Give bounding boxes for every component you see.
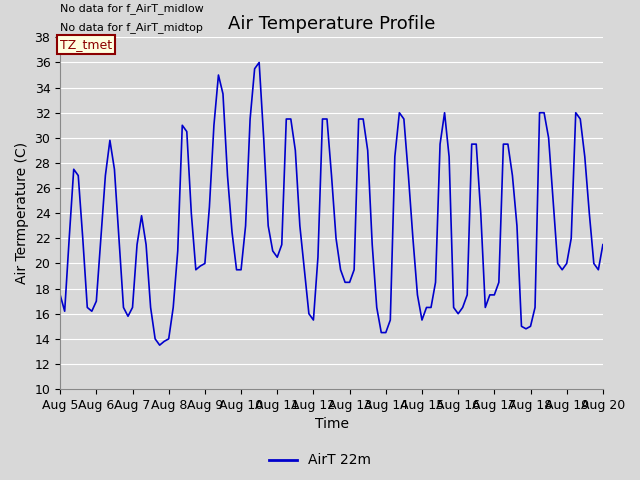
Title: Air Temperature Profile: Air Temperature Profile — [228, 15, 435, 33]
X-axis label: Time: Time — [314, 418, 349, 432]
Text: No data for f_AirT_midlow: No data for f_AirT_midlow — [60, 3, 204, 14]
Y-axis label: Air Termperature (C): Air Termperature (C) — [15, 142, 29, 284]
Legend: AirT 22m: AirT 22m — [264, 448, 376, 473]
Text: TZ_tmet: TZ_tmet — [60, 38, 112, 51]
Text: No data for f_AirT_midtop: No data for f_AirT_midtop — [60, 22, 203, 33]
